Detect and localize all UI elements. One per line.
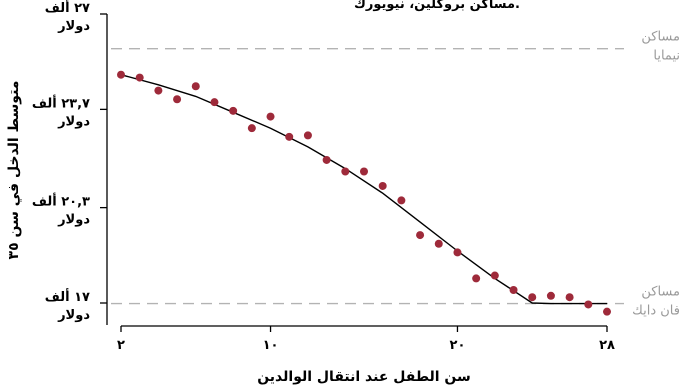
- data-point-7: [247, 124, 256, 133]
- y-tick-label-3-line2: دولار: [57, 19, 90, 34]
- x-tick-label-3: ٢٨: [599, 338, 615, 353]
- chart-title: مساكن بروكلين، نيويورك.: [354, 0, 520, 12]
- data-point-9: [285, 132, 294, 141]
- x-tick-label-1: ١٠: [263, 338, 279, 353]
- x-axis-title: سن الطفل عند انتقال الوالدين: [257, 369, 471, 385]
- data-point-26: [603, 307, 611, 316]
- data-points: [117, 70, 611, 316]
- data-point-23: [546, 291, 555, 300]
- data-point-14: [378, 181, 387, 190]
- x-tick-label-2: ٢٠: [450, 338, 466, 353]
- data-point-20: [490, 271, 499, 280]
- data-point-3: [173, 95, 182, 104]
- data-point-22: [528, 293, 537, 302]
- data-point-1: [135, 73, 144, 82]
- data-point-6: [229, 106, 238, 115]
- x-tick-label-0: ٢: [117, 338, 125, 353]
- data-point-18: [453, 248, 462, 257]
- reference-label-0-line1: مساكن: [641, 30, 680, 45]
- y-tick-label-0-line2: دولار: [57, 308, 90, 323]
- y-tick-label-1-line2: دولار: [57, 213, 90, 228]
- data-point-12: [341, 167, 350, 176]
- data-point-16: [416, 231, 425, 240]
- data-point-15: [397, 196, 406, 205]
- data-point-19: [472, 274, 481, 283]
- data-point-4: [191, 82, 200, 91]
- data-point-13: [360, 167, 368, 176]
- reference-label-1-line1: مساكن: [641, 285, 680, 300]
- y-axis-title: متوسط الدخل في سن ٣٥: [6, 81, 22, 260]
- data-point-8: [266, 112, 275, 121]
- data-point-25: [584, 300, 593, 309]
- reference-label-0-line2: نيمايا: [653, 49, 680, 64]
- data-point-2: [154, 86, 163, 95]
- data-point-24: [565, 293, 574, 302]
- y-ticks: ١٧ ألف دولار ٢٠,٣ ألف دولار ٢٣,٧ ألف دولار ٢٧ …: [32, 0, 107, 323]
- y-tick-label-2-line2: دولار: [57, 114, 90, 129]
- y-tick-label-3-line1: ٢٧ ألف: [45, 0, 90, 16]
- y-tick-label-0-line1: ١٧ ألف: [45, 288, 90, 305]
- x-ticks: ٢ ١٠ ٢٠ ٢٨: [117, 326, 615, 353]
- reference-lines: مساكن نيمايا مساكن فان دايك: [111, 30, 680, 319]
- data-point-5: [210, 98, 219, 107]
- data-point-0: [117, 70, 125, 79]
- reference-label-1-line2: فان دايك: [632, 304, 680, 319]
- axes: [106, 14, 607, 327]
- data-point-11: [322, 155, 331, 164]
- y-tick-label-2-line1: ٢٣,٧ ألف: [32, 94, 90, 111]
- data-point-21: [509, 285, 518, 294]
- y-tick-label-1-line1: ٢٠,٣ ألف: [32, 193, 90, 210]
- fit-line: [120, 74, 607, 305]
- data-point-10: [303, 131, 312, 140]
- data-point-17: [434, 239, 443, 248]
